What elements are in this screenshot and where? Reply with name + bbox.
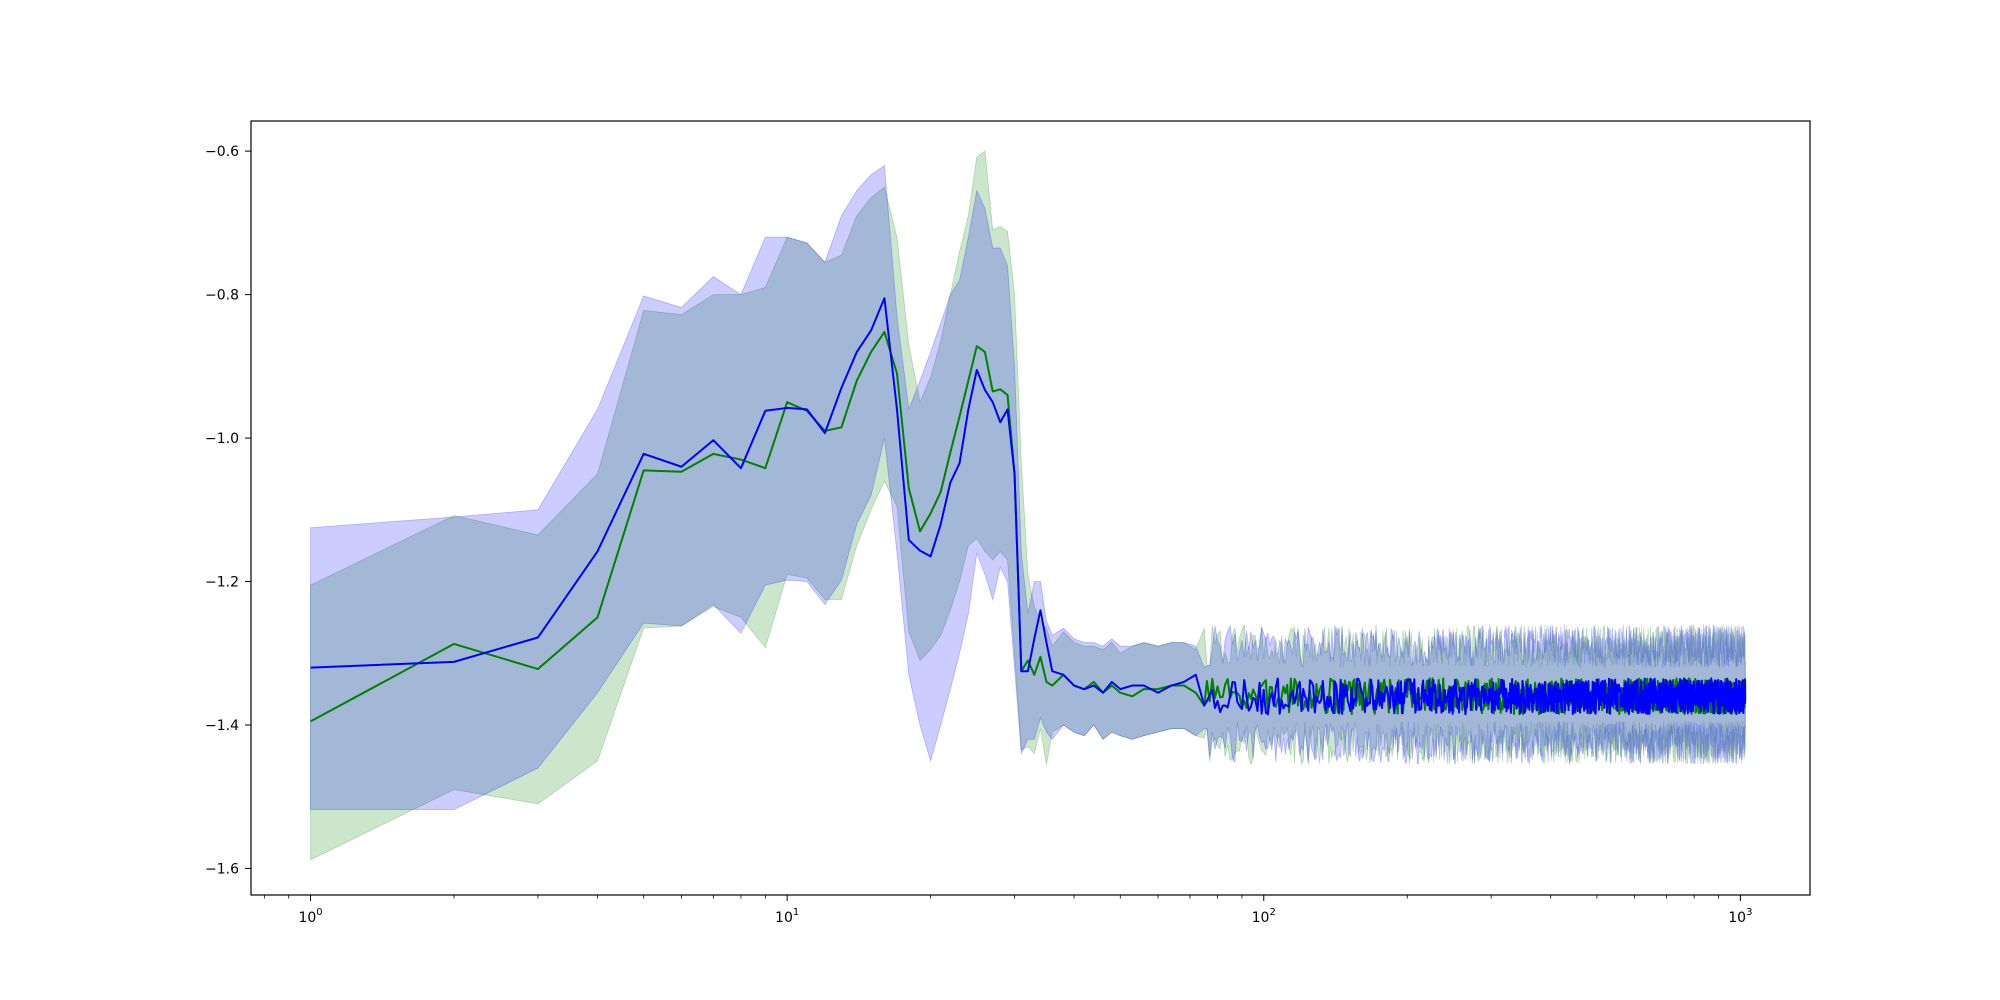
y-axis: −0.6 −0.8 −1.0 −1.2 −1.4 −1.6 bbox=[205, 144, 251, 877]
confidence-bands bbox=[310, 150, 1746, 861]
y-tick-label: −1.6 bbox=[205, 861, 239, 877]
x-tick-label-base: 10 bbox=[775, 910, 793, 926]
x-tick-label-exponent: 1 bbox=[793, 907, 799, 918]
y-tick-label: −1.4 bbox=[205, 718, 239, 734]
series-lines bbox=[310, 297, 1747, 723]
y-tick-label: −1.2 bbox=[205, 575, 239, 591]
plot-frame bbox=[250, 120, 1811, 896]
x-tick-label: 100 bbox=[298, 907, 322, 926]
series-1-band bbox=[310, 150, 1746, 861]
x-tick-label-base: 10 bbox=[1728, 910, 1746, 926]
y-tick-label: −1.0 bbox=[205, 431, 239, 447]
x-tick-label: 101 bbox=[775, 907, 799, 926]
x-tick-label: 103 bbox=[1728, 907, 1752, 926]
x-tick-label-exponent: 3 bbox=[1746, 907, 1752, 918]
x-tick-label-exponent: 2 bbox=[1269, 907, 1275, 918]
y-tick-label: −0.6 bbox=[205, 144, 239, 160]
x-tick-label-base: 10 bbox=[298, 910, 316, 926]
y-tick-label: −0.8 bbox=[205, 288, 239, 304]
x-tick-label: 102 bbox=[1252, 907, 1276, 926]
series-2-band bbox=[310, 164, 1746, 811]
series-2-line bbox=[310, 297, 1747, 716]
x-tick-label-base: 10 bbox=[1252, 910, 1270, 926]
x-tick-label-exponent: 0 bbox=[316, 907, 322, 918]
x-axis: 100 101 102 103 bbox=[263, 895, 1752, 926]
